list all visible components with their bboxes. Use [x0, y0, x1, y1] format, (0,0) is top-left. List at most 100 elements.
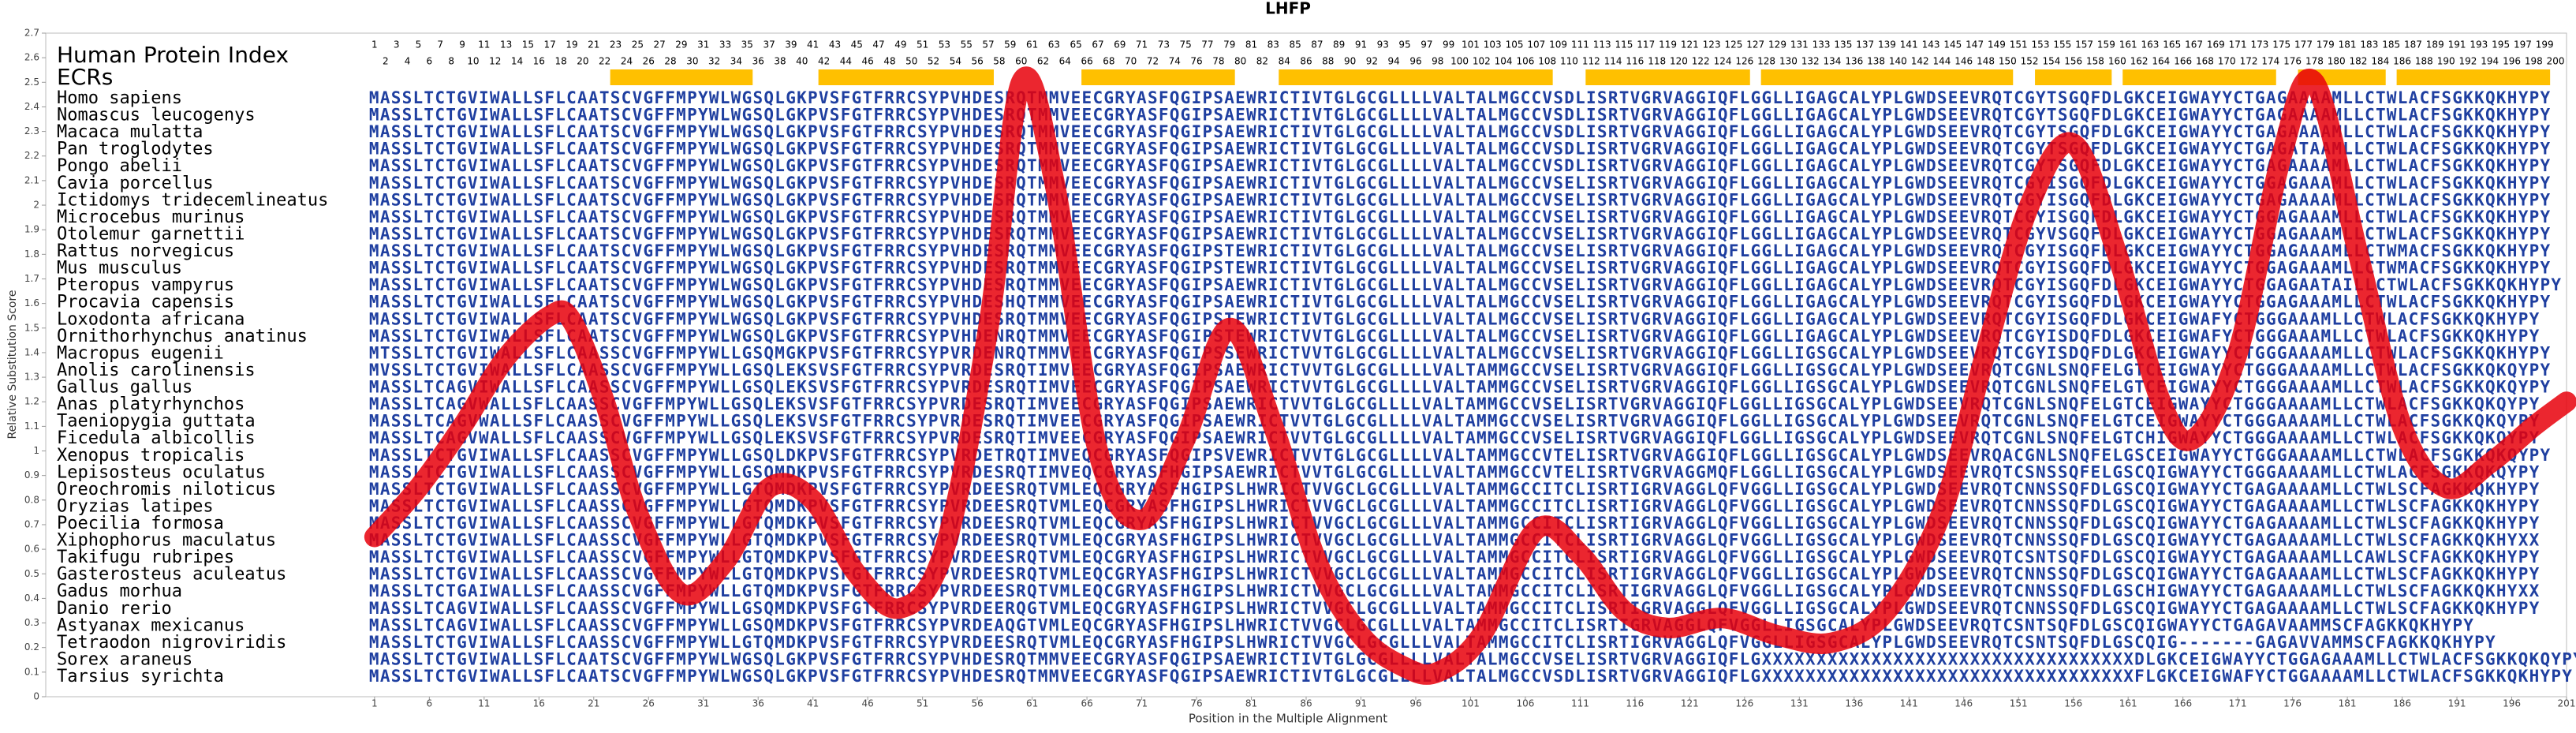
human-index: 52 — [928, 56, 939, 67]
human-index: 9 — [459, 39, 465, 50]
sequence: MASSLTCTGVIWALLSFLCAATSCVGFFMPYWLWGSQLGK… — [369, 259, 2551, 278]
y-tick-label: 0.6 — [24, 544, 39, 555]
human-index: 165 — [2163, 39, 2181, 50]
human-index: 173 — [2250, 39, 2268, 50]
species-name: Gadus morhua — [57, 582, 182, 601]
species-name: Xenopus tropicalis — [57, 446, 245, 466]
y-tick-label: 1.9 — [24, 224, 39, 235]
human-index: 82 — [1256, 56, 1268, 67]
species-name: Nomascus leucogenys — [57, 106, 256, 125]
human-index: 193 — [2470, 39, 2488, 50]
x-tick-label: 56 — [971, 698, 983, 709]
human-index: 112 — [1582, 56, 1600, 67]
human-index: 136 — [1845, 56, 1863, 67]
human-index: 81 — [1245, 39, 1257, 50]
score-line — [364, 66, 2576, 685]
species-name: Sorex araneus — [57, 649, 192, 669]
sequence: MASSLTCTGVIWALLSFLCAATSCVGFFMPYWLWGSQLGK… — [369, 208, 2551, 226]
human-index: 75 — [1180, 39, 1192, 50]
human-index: 188 — [2415, 56, 2433, 67]
human-index: 200 — [2547, 56, 2565, 67]
human-index: 149 — [1988, 39, 2006, 50]
x-tick-label: 66 — [1081, 698, 1092, 709]
human-index: 93 — [1377, 39, 1389, 50]
human-index: 104 — [1495, 56, 1513, 67]
human-index: 120 — [1670, 56, 1688, 67]
species-name: Mus musculus — [57, 259, 182, 279]
human-index: 22 — [599, 56, 610, 67]
human-index: 21 — [588, 39, 599, 50]
human-index: 181 — [2339, 39, 2357, 50]
human-index: 103 — [1484, 39, 1502, 50]
ecr-bar — [1760, 69, 2014, 85]
human-index: 45 — [851, 39, 863, 50]
human-index: 172 — [2240, 56, 2258, 67]
human-index: 19 — [566, 39, 577, 50]
ecr-bar — [1279, 69, 1553, 85]
x-tick-label: 126 — [1735, 698, 1753, 709]
human-index: 15 — [522, 39, 534, 50]
x-tick-label: 196 — [2503, 698, 2521, 709]
species-name: Homo sapiens — [57, 88, 182, 108]
sequence: MASSLTCTGVIWALLSFLCAATSCVGFFMPYWLWGSQLGK… — [369, 293, 2551, 312]
y-tick-label: 1.8 — [24, 249, 39, 260]
ecr-bar — [610, 69, 753, 85]
human-index: 17 — [544, 39, 556, 50]
human-index: 108 — [1538, 56, 1556, 67]
human-index: 10 — [467, 56, 479, 67]
human-index: 144 — [1932, 56, 1951, 67]
human-index: 88 — [1322, 56, 1334, 67]
human-index: 119 — [1659, 39, 1677, 50]
human-index: 147 — [1966, 39, 1984, 50]
human-index: 167 — [2185, 39, 2203, 50]
sequence: MASSLTCTGVIWALLSFLCAATSCVGFFMPYWLWGSQLGK… — [369, 224, 2551, 243]
human-index: 106 — [1516, 56, 1534, 67]
human-index: 26 — [643, 56, 655, 67]
human-index: 186 — [2393, 56, 2411, 67]
human-index: 44 — [840, 56, 852, 67]
human-index: 125 — [1724, 39, 1742, 50]
sequence: MASSLTCTGVIWALLSFLCAASSCVGFFMPYWLLGTQMDK… — [369, 514, 2540, 533]
y-tick-label: 0.4 — [24, 593, 39, 604]
human-index: 35 — [741, 39, 753, 50]
human-index: 56 — [971, 56, 983, 67]
x-tick-label: 171 — [2229, 698, 2247, 709]
human-index: 113 — [1593, 39, 1611, 50]
human-index: 161 — [2119, 39, 2137, 50]
y-tick-label: 1 — [33, 445, 39, 456]
species-name: Lepisosteus oculatus — [57, 462, 266, 482]
human-index: 24 — [621, 56, 633, 67]
x-tick-label: 96 — [1409, 698, 1421, 709]
species-name: Poecilia formosa — [57, 514, 224, 533]
human-index: 42 — [818, 56, 830, 67]
human-index: 170 — [2218, 56, 2236, 67]
human-index: 143 — [1922, 39, 1940, 50]
ecr-bar — [818, 69, 994, 85]
sequence: MASSLTCTGVIWALLSFLCAASSCVGFFMPYWLLGTQMDK… — [369, 496, 2540, 515]
x-tick-label: 116 — [1626, 698, 1644, 709]
y-tick-label: 0.7 — [24, 518, 39, 529]
human-index: 154 — [2042, 56, 2060, 67]
human-index: 105 — [1506, 39, 1524, 50]
x-tick-label: 46 — [862, 698, 874, 709]
sequence: MASSLTCTGVIWALLSFLCAATSCVGFFMPYWLWGSQLGK… — [369, 88, 2551, 107]
sequence: MASSLTCTGVIWALLSFLCAATSCVGFFMPYWLWGSQLGK… — [369, 327, 2540, 346]
human-index: 195 — [2492, 39, 2510, 50]
human-index: 53 — [939, 39, 950, 50]
human-index: 67 — [1092, 39, 1103, 50]
human-index: 122 — [1692, 56, 1710, 67]
y-tick-label: 1.2 — [24, 396, 39, 407]
species-name: Ictidomys tridecemlineatus — [57, 190, 328, 210]
x-tick-label: 186 — [2393, 698, 2411, 709]
human-index: 140 — [1889, 56, 1907, 67]
x-tick-label: 101 — [1462, 698, 1480, 709]
human-index: 47 — [872, 39, 884, 50]
human-index: 137 — [1856, 39, 1874, 50]
x-tick-label: 31 — [697, 698, 709, 709]
x-tick-label: 111 — [1571, 698, 1589, 709]
human-index: 65 — [1070, 39, 1082, 50]
human-index: 150 — [1999, 56, 2017, 67]
sequence: MASSLTCTGVIWALLSFLCAASSCVGFFMPYWLLGTQMDK… — [369, 548, 2540, 567]
sequence: MASSLTCTGAIWALLSFLCAASSCVGFFMPYWLLGTQMDK… — [369, 582, 2540, 600]
sequence: MASSLTCTGVIWALLSFLCAASSCVGFFMPYWLLGSQMDK… — [369, 462, 2540, 481]
